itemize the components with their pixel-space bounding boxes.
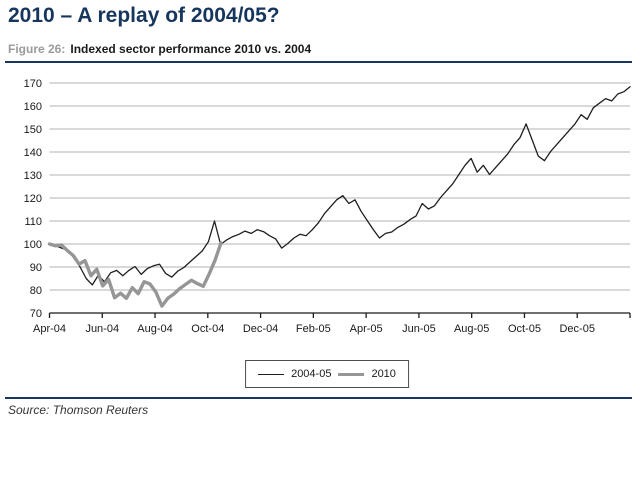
y-axis-tick-label: 80: [30, 285, 42, 297]
y-axis-tick-label: 170: [24, 78, 42, 90]
legend-label-2010: 2010: [371, 368, 396, 380]
legend-line-sample-2010: [338, 372, 365, 376]
legend-item-2004-05: 2004-05: [258, 368, 331, 380]
y-axis-tick-label: 110: [24, 216, 42, 228]
series-2010-line: [47, 241, 223, 308]
series-2004-05-line: [48, 86, 631, 286]
x-axis-tick-label: Dec-05: [559, 323, 594, 335]
figure-label: Figure 26:: [8, 42, 66, 56]
y-axis-tick-label: 140: [24, 147, 42, 159]
x-axis-tick-label: Aug-05: [454, 323, 489, 335]
chart-legend: 2004-05 2010: [245, 360, 409, 388]
legend-label-2004-05: 2004-05: [291, 368, 332, 380]
x-axis-tick-label: Oct-04: [191, 323, 224, 335]
y-axis-tick-label: 150: [24, 124, 42, 136]
x-axis-tick-label: Jun-05: [402, 323, 436, 335]
y-axis-tick-label: 160: [24, 101, 42, 113]
caption-divider: [5, 61, 632, 63]
x-axis-tick-label: Apr-04: [33, 323, 66, 335]
source-divider: [5, 397, 632, 399]
x-axis-tick-label: Aug-04: [137, 323, 172, 335]
legend-item-2010: 2010: [338, 368, 396, 380]
y-axis-tick-label: 90: [30, 262, 42, 274]
x-axis-tick-label: Feb-05: [296, 323, 331, 335]
y-axis-tick-label: 120: [24, 193, 42, 205]
y-axis-tick-label: 100: [24, 239, 42, 251]
legend-line-sample-2004-05: [258, 373, 285, 375]
y-axis-tick-label: 130: [24, 170, 42, 182]
figure-caption: Figure 26: Indexed sector performance 201…: [8, 42, 311, 56]
x-axis-tick-label: Apr-05: [350, 323, 383, 335]
x-axis-tick-label: Jun-04: [85, 323, 119, 335]
source-text: Source: Thomson Reuters: [8, 403, 149, 417]
sector-performance-chart: 70 80 90 100 110 120 130 140 150 160 170 Apr-04 Jun-…: [24, 78, 631, 335]
figure-title: Indexed sector performance 2010 vs. 2004: [70, 42, 312, 56]
page-title: 2010 – A replay of 2004/05?: [8, 4, 280, 27]
y-axis-tick-label: 70: [30, 308, 42, 320]
x-axis-tick-label: Dec-04: [243, 323, 278, 335]
x-axis-tick-label: Oct-05: [508, 323, 541, 335]
